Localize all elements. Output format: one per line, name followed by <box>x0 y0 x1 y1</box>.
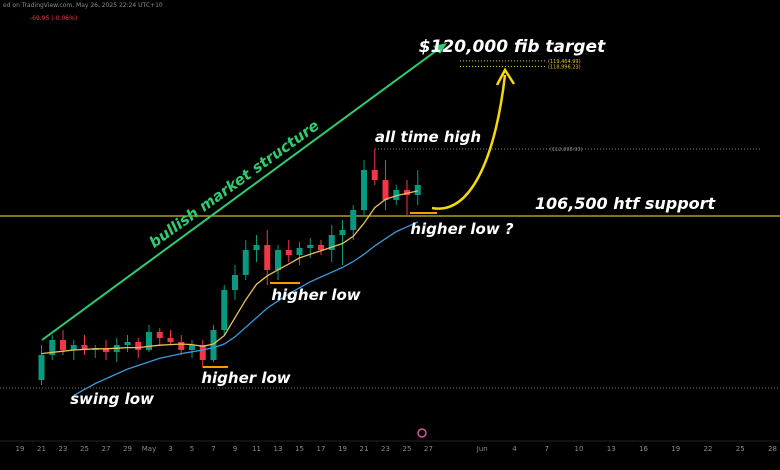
candle-body <box>38 355 45 380</box>
candle-body <box>199 345 206 360</box>
candle-body <box>414 185 421 195</box>
x-tick-label: 19 <box>16 445 25 453</box>
arrow-head <box>495 67 516 86</box>
x-tick-label: 4 <box>512 445 517 453</box>
swing-low-label: swing low <box>70 390 154 408</box>
x-tick-label: 25 <box>80 445 89 453</box>
level-label: (112,098.90) <box>550 147 583 153</box>
candle-body <box>156 331 163 339</box>
x-tick-label: 13 <box>274 445 283 453</box>
support-label: 106,500 htf support <box>535 194 717 213</box>
candle-body <box>124 341 131 345</box>
moving-average <box>41 190 418 355</box>
candle-body <box>371 170 378 180</box>
candle-body <box>275 250 281 270</box>
x-tick-label: 22 <box>704 445 713 453</box>
candle-body <box>264 245 271 270</box>
x-tick-label: 19 <box>671 445 680 453</box>
plot <box>38 149 421 396</box>
x-tick-label: Jun <box>476 445 488 453</box>
x-tick-label: 27 <box>102 445 111 453</box>
candle-body <box>70 345 77 350</box>
x-tick-label: 25 <box>403 445 412 453</box>
candle-body <box>178 341 185 350</box>
candle-body <box>221 290 228 330</box>
candle-body <box>103 348 109 352</box>
moving-average <box>73 221 419 396</box>
candle-body <box>167 338 174 342</box>
candle-body <box>307 245 314 249</box>
candle-body <box>81 345 88 350</box>
x-tick-label: 7 <box>545 445 549 453</box>
x-tick-label: 10 <box>575 445 584 453</box>
x-tick-label: 19 <box>338 445 347 453</box>
levels: (112,098.90) (119,464.99)(118,996.23) <box>0 59 780 389</box>
candle-body <box>253 245 260 250</box>
candle-body <box>393 190 400 200</box>
x-tick-label: 29 <box>123 445 132 453</box>
trend-arrow <box>41 47 441 341</box>
candle-body <box>339 230 346 235</box>
x-tick-label: 27 <box>424 445 433 453</box>
level-label: (118,996.23) <box>548 65 581 71</box>
x-tick-label: 3 <box>168 445 172 453</box>
candle-body <box>146 331 152 350</box>
x-tick-label: 21 <box>37 445 46 453</box>
x-tick-label: 11 <box>252 445 261 453</box>
x-tick-label: 25 <box>736 445 745 453</box>
candle-body <box>404 190 410 195</box>
higher-low-label: higher low <box>271 286 360 304</box>
fib-label: $120,000 fib target <box>419 37 606 57</box>
higher-low-label: higher low ? <box>410 220 514 238</box>
x-tick-label: May <box>142 445 156 453</box>
higher-low-label: higher low <box>201 369 290 387</box>
candle-body <box>232 275 238 290</box>
x-tick-label: 5 <box>190 445 194 453</box>
candle-body <box>60 340 66 350</box>
x-tick-label: 21 <box>360 445 369 453</box>
x-tick-label: 9 <box>233 445 237 453</box>
candle-body <box>210 330 217 360</box>
x-tick-label: 7 <box>211 445 215 453</box>
candle-body <box>242 250 249 275</box>
structure-label: bullish market structure <box>146 116 323 251</box>
arrow-head <box>433 43 447 54</box>
icon <box>417 428 427 438</box>
candle-body <box>382 180 389 200</box>
x-tick-label: 15 <box>295 445 304 453</box>
x-tick-label: 23 <box>381 445 390 453</box>
ath-label: all time high <box>375 128 481 146</box>
candle-body <box>285 250 292 255</box>
x-tick-label: 23 <box>59 445 68 453</box>
x-tick-label: 13 <box>607 445 616 453</box>
candle-body <box>49 340 56 355</box>
x-tick-label: 28 <box>768 445 777 453</box>
x-tick-label: 16 <box>639 445 648 453</box>
target-arrow <box>431 74 507 210</box>
x-tick-label: 17 <box>317 445 326 453</box>
candle-body <box>296 248 303 255</box>
candle-body <box>350 210 357 230</box>
change: -69.95 (-0.06%) <box>30 15 77 22</box>
candle-body <box>135 341 142 350</box>
level-label: (119,464.99) <box>548 59 581 65</box>
candle-body <box>328 235 335 250</box>
candle-body <box>318 245 324 250</box>
candle-body <box>361 170 367 210</box>
header: ed on TradingView.com, May 26, 2025 22:2… <box>3 2 163 9</box>
candle-body <box>189 345 195 350</box>
